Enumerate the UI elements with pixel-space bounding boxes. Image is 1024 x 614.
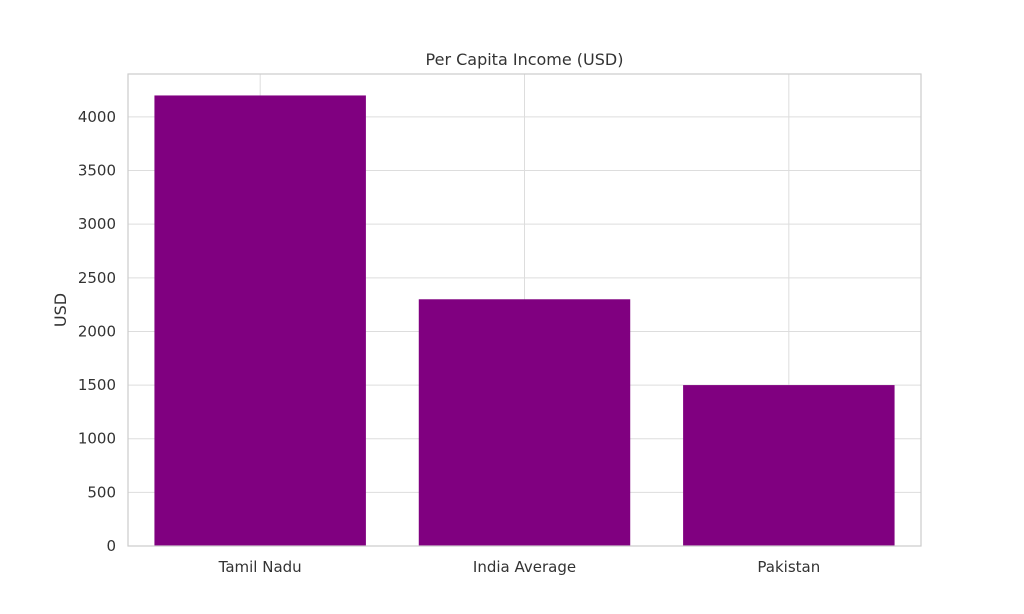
- y-tick-label: 1500: [78, 376, 116, 394]
- y-tick-label: 3500: [78, 162, 116, 180]
- x-tick-label: India Average: [473, 558, 576, 576]
- bar-india-average: [418, 299, 631, 546]
- y-tick-label: 500: [87, 483, 116, 501]
- x-tick-label: Pakistan: [757, 558, 820, 576]
- y-tick-labels: 0 500 1000 1500 2000 2500 3000 3500 4000: [78, 108, 116, 555]
- y-tick-label: 4000: [78, 108, 116, 126]
- bar-pakistan: [683, 385, 895, 546]
- bars: [154, 95, 895, 547]
- y-axis-label: USD: [51, 293, 70, 327]
- plot-area-frame: [127, 73, 922, 547]
- bar-tamil-nadu: [154, 95, 366, 547]
- x-tick-label: Tamil Nadu: [218, 558, 302, 576]
- x-tick-labels: Tamil Nadu India Average Pakistan: [218, 558, 821, 576]
- y-tick-label: 2000: [78, 322, 116, 340]
- chart-title: Per Capita Income (USD): [426, 50, 624, 69]
- y-tick-label: 0: [106, 537, 116, 555]
- y-tick-label: 2500: [78, 269, 116, 287]
- y-tick-label: 1000: [78, 430, 116, 448]
- y-tick-label: 3000: [78, 215, 116, 233]
